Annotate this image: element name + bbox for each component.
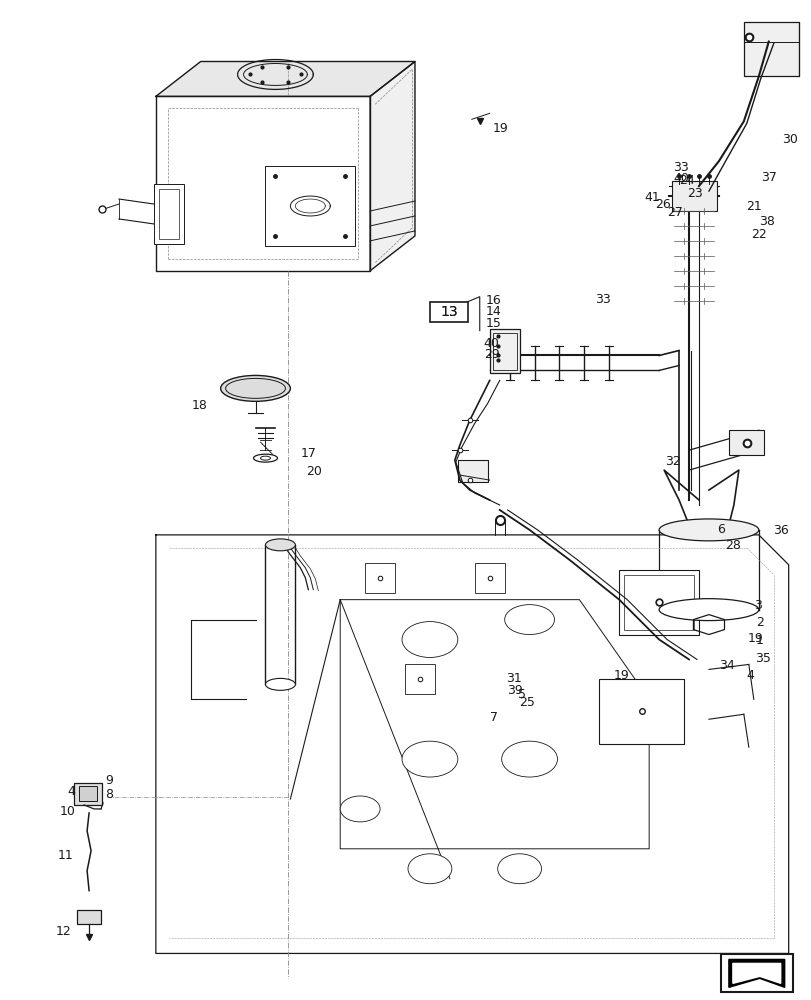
- Text: 31: 31: [505, 672, 521, 685]
- Ellipse shape: [340, 796, 380, 822]
- Text: 9: 9: [105, 774, 113, 787]
- Bar: [619, 570, 698, 635]
- Ellipse shape: [221, 375, 290, 401]
- Bar: [429, 302, 467, 322]
- Text: 5: 5: [517, 688, 525, 701]
- Bar: [365, 563, 394, 593]
- Text: 11: 11: [57, 849, 73, 862]
- Text: 4: 4: [746, 669, 753, 682]
- Text: 13: 13: [440, 305, 457, 319]
- Text: 28: 28: [724, 539, 740, 552]
- Text: 12: 12: [55, 925, 71, 938]
- Polygon shape: [732, 963, 779, 983]
- Bar: [457, 460, 487, 482]
- Text: 39: 39: [506, 684, 521, 697]
- Text: 21: 21: [745, 200, 761, 213]
- Text: 16: 16: [485, 294, 501, 307]
- Text: 1: 1: [755, 634, 762, 647]
- Text: 33: 33: [672, 161, 688, 174]
- Bar: [265, 166, 354, 246]
- Text: 34: 34: [718, 659, 734, 672]
- Bar: [405, 664, 435, 694]
- Text: 19: 19: [492, 122, 508, 135]
- Bar: [489, 329, 519, 373]
- Polygon shape: [728, 959, 783, 987]
- Ellipse shape: [265, 539, 295, 551]
- Text: 4: 4: [67, 785, 75, 798]
- Text: 2: 2: [755, 616, 762, 629]
- Text: 36: 36: [772, 524, 787, 537]
- Text: 24: 24: [678, 174, 694, 187]
- Text: 10: 10: [59, 805, 75, 818]
- Text: 41: 41: [643, 191, 659, 204]
- Ellipse shape: [407, 854, 451, 884]
- Bar: [728, 430, 763, 455]
- Text: 26: 26: [654, 198, 670, 211]
- Text: 19: 19: [747, 632, 762, 645]
- Text: 33: 33: [594, 293, 611, 306]
- Bar: [159, 189, 178, 239]
- Text: 35: 35: [754, 652, 770, 665]
- Text: 8: 8: [105, 788, 113, 801]
- Text: 6: 6: [716, 523, 724, 536]
- Text: 7: 7: [489, 711, 497, 724]
- Text: 13: 13: [440, 305, 457, 319]
- Text: 29: 29: [483, 348, 499, 361]
- Bar: [599, 679, 683, 744]
- Text: 27: 27: [667, 206, 682, 219]
- Polygon shape: [156, 62, 414, 96]
- Text: 23: 23: [686, 187, 702, 200]
- Ellipse shape: [260, 456, 270, 460]
- Ellipse shape: [265, 678, 295, 690]
- Bar: [79, 786, 97, 801]
- Ellipse shape: [501, 741, 557, 777]
- Ellipse shape: [401, 741, 457, 777]
- Text: 40: 40: [672, 172, 688, 185]
- Bar: [153, 184, 183, 244]
- Polygon shape: [340, 600, 648, 849]
- Text: 3: 3: [753, 599, 761, 612]
- Bar: [624, 575, 693, 630]
- Text: 37: 37: [760, 171, 775, 184]
- Ellipse shape: [504, 605, 554, 635]
- Text: 14: 14: [485, 305, 501, 318]
- Text: 40: 40: [483, 337, 499, 350]
- Ellipse shape: [659, 519, 757, 541]
- Ellipse shape: [659, 599, 757, 621]
- Ellipse shape: [401, 622, 457, 657]
- Text: 15: 15: [485, 317, 501, 330]
- Polygon shape: [156, 96, 370, 271]
- Text: 18: 18: [191, 399, 208, 412]
- Text: 30: 30: [781, 133, 796, 146]
- Text: 25: 25: [519, 696, 534, 709]
- Text: 22: 22: [750, 228, 766, 241]
- Text: 38: 38: [757, 215, 774, 228]
- Bar: [720, 954, 792, 992]
- Bar: [474, 563, 504, 593]
- Bar: [743, 22, 798, 76]
- Text: 19: 19: [612, 669, 629, 682]
- Ellipse shape: [497, 854, 541, 884]
- Bar: [74, 783, 102, 805]
- Polygon shape: [156, 535, 787, 953]
- Text: 32: 32: [664, 455, 680, 468]
- Text: 17: 17: [300, 447, 315, 460]
- Bar: [672, 181, 716, 211]
- Bar: [492, 333, 516, 370]
- Bar: [77, 910, 101, 924]
- Text: 20: 20: [306, 465, 322, 478]
- Ellipse shape: [253, 454, 277, 462]
- Polygon shape: [370, 62, 414, 271]
